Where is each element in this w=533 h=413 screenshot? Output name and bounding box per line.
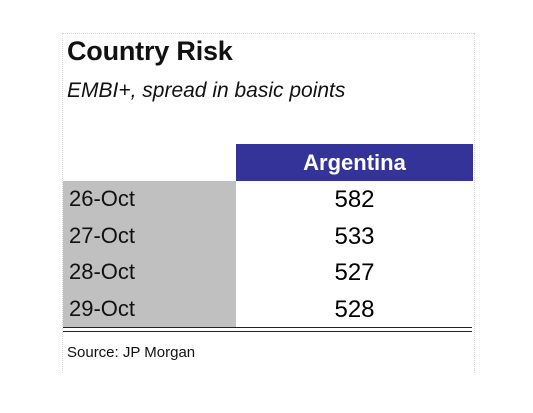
frame-top-edge xyxy=(62,33,474,34)
value-cell-argentina: 528 xyxy=(334,295,375,323)
frame-left-edge xyxy=(62,33,63,373)
date-cell: 28-Oct xyxy=(63,254,236,291)
value-cell-argentina: 533 xyxy=(334,222,375,250)
date-cell: 27-Oct xyxy=(63,217,236,254)
chart-title: Country Risk xyxy=(67,36,233,66)
column-header-argentina: Argentina xyxy=(236,144,473,181)
table-bottom-double-rule xyxy=(63,327,472,332)
table-row: 28-Oct 527 xyxy=(63,254,472,291)
table-row: 27-Oct 533 xyxy=(63,217,472,254)
country-risk-table: Argentina 26-Oct 582 27-Oct 533 28-Oct 527 29-… xyxy=(63,144,473,332)
table-row: 26-Oct 582 xyxy=(63,181,472,218)
table-body: 26-Oct 582 27-Oct 533 28-Oct 527 29-Oct 528 xyxy=(63,181,472,327)
value-cell-argentina: 582 xyxy=(334,186,375,213)
chart-subtitle: EMBI+, spread in basic points xyxy=(67,79,346,102)
value-cell-argentina: 527 xyxy=(334,259,375,286)
date-cell: 26-Oct xyxy=(63,181,236,218)
table-row: 29-Oct 528 xyxy=(63,290,472,327)
date-cell: 29-Oct xyxy=(63,290,236,327)
table-header-row: Argentina xyxy=(63,144,473,181)
frame-right-edge xyxy=(474,33,475,373)
source-note: Source: JP Morgan xyxy=(67,344,196,361)
